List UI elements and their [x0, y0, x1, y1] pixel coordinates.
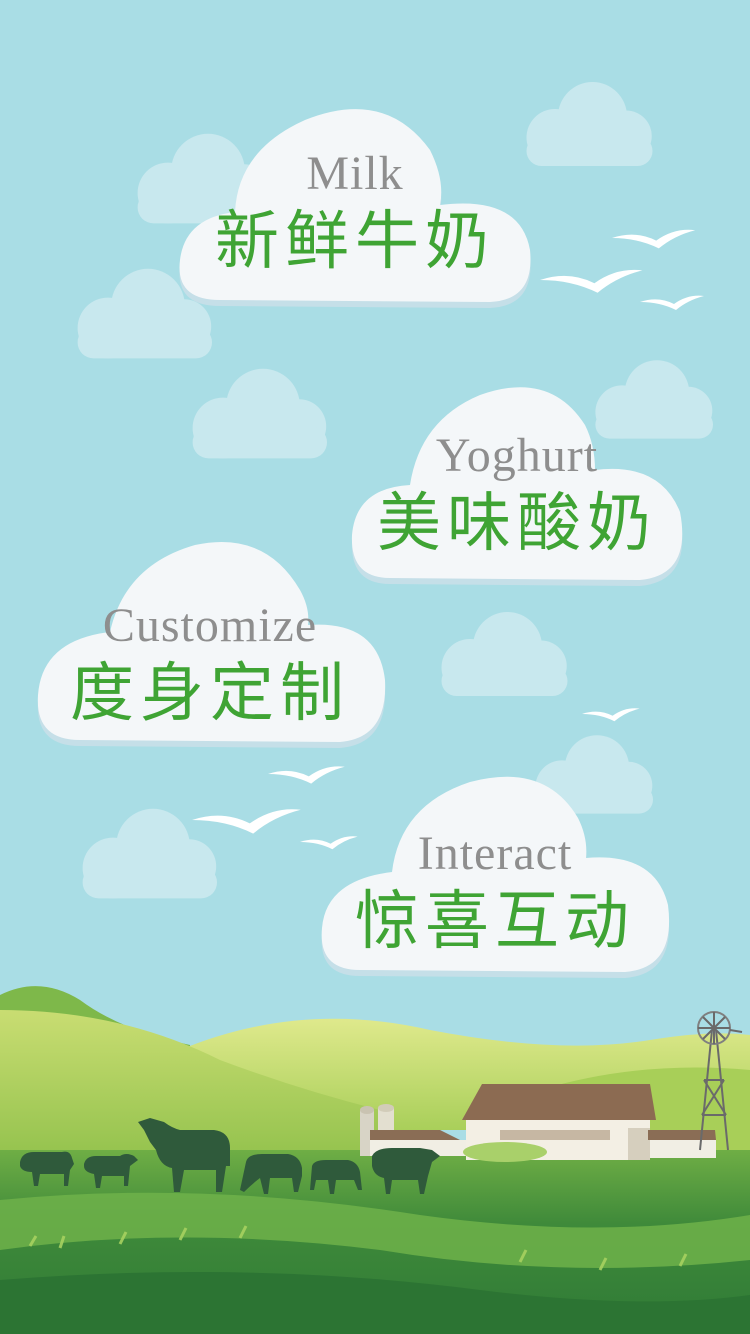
- milk-chinese-label: 新鲜牛奶: [215, 205, 495, 279]
- menu-item-interact[interactable]: Interact 惊喜互动: [325, 827, 665, 959]
- yoghurt-english-label: Yoghurt: [435, 429, 599, 482]
- customize-chinese-label: 度身定制: [70, 657, 350, 731]
- menu-item-yoghurt[interactable]: Yoghurt 美味酸奶: [352, 429, 682, 561]
- yoghurt-chinese-label: 美味酸奶: [377, 487, 657, 561]
- menu-item-milk[interactable]: Milk 新鲜牛奶: [180, 147, 530, 279]
- cow-icon: [20, 1118, 440, 1194]
- menu-cloud-shapes: [37, 109, 683, 978]
- windmill-icon: [697, 1011, 743, 1151]
- menu-item-customize[interactable]: Customize 度身定制: [40, 599, 380, 731]
- milk-english-label: Milk: [306, 147, 404, 200]
- barn-icon: [370, 1084, 716, 1162]
- interact-chinese-label: 惊喜互动: [355, 885, 635, 959]
- customize-english-label: Customize: [102, 599, 318, 652]
- interact-english-label: Interact: [417, 827, 573, 880]
